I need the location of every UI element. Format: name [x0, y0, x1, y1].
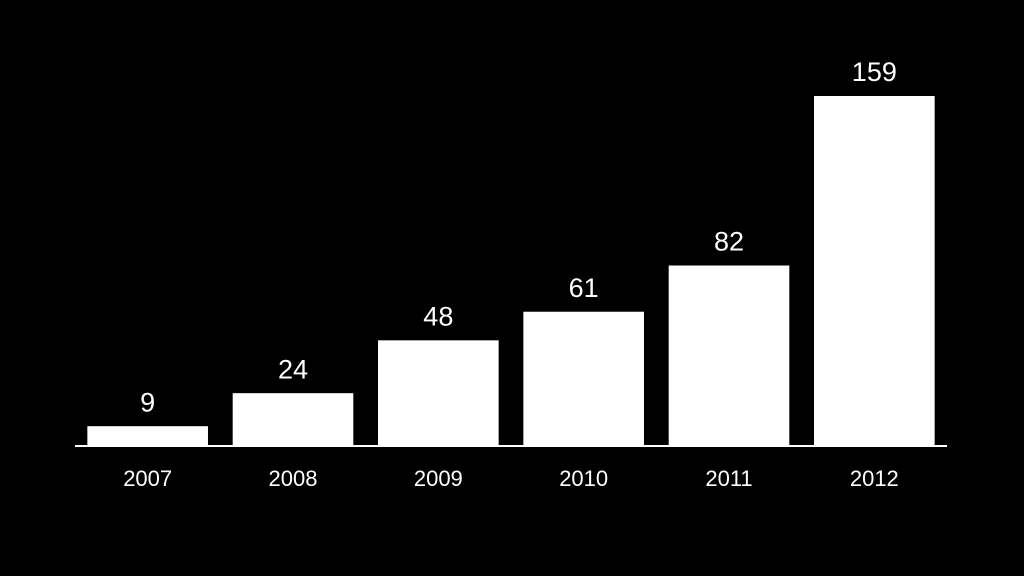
x-tick-label: 2007: [123, 466, 172, 491]
x-tick-label: 2009: [414, 466, 463, 491]
value-label: 48: [423, 301, 453, 331]
bar: [523, 311, 644, 446]
bar: [232, 393, 354, 446]
x-tick-label: 2008: [269, 466, 318, 491]
value-label: 159: [852, 57, 897, 87]
bar: [668, 265, 790, 446]
value-label: 24: [278, 354, 308, 384]
value-label: 82: [714, 227, 744, 257]
x-tick-label: 2010: [559, 466, 608, 491]
bar: [378, 340, 499, 446]
x-tick-label: 2011: [705, 466, 752, 491]
x-tick-label: 2012: [850, 466, 899, 491]
bar: [814, 96, 935, 446]
value-label: 61: [569, 273, 599, 303]
bar: [87, 426, 208, 446]
value-label: 9: [140, 387, 155, 417]
